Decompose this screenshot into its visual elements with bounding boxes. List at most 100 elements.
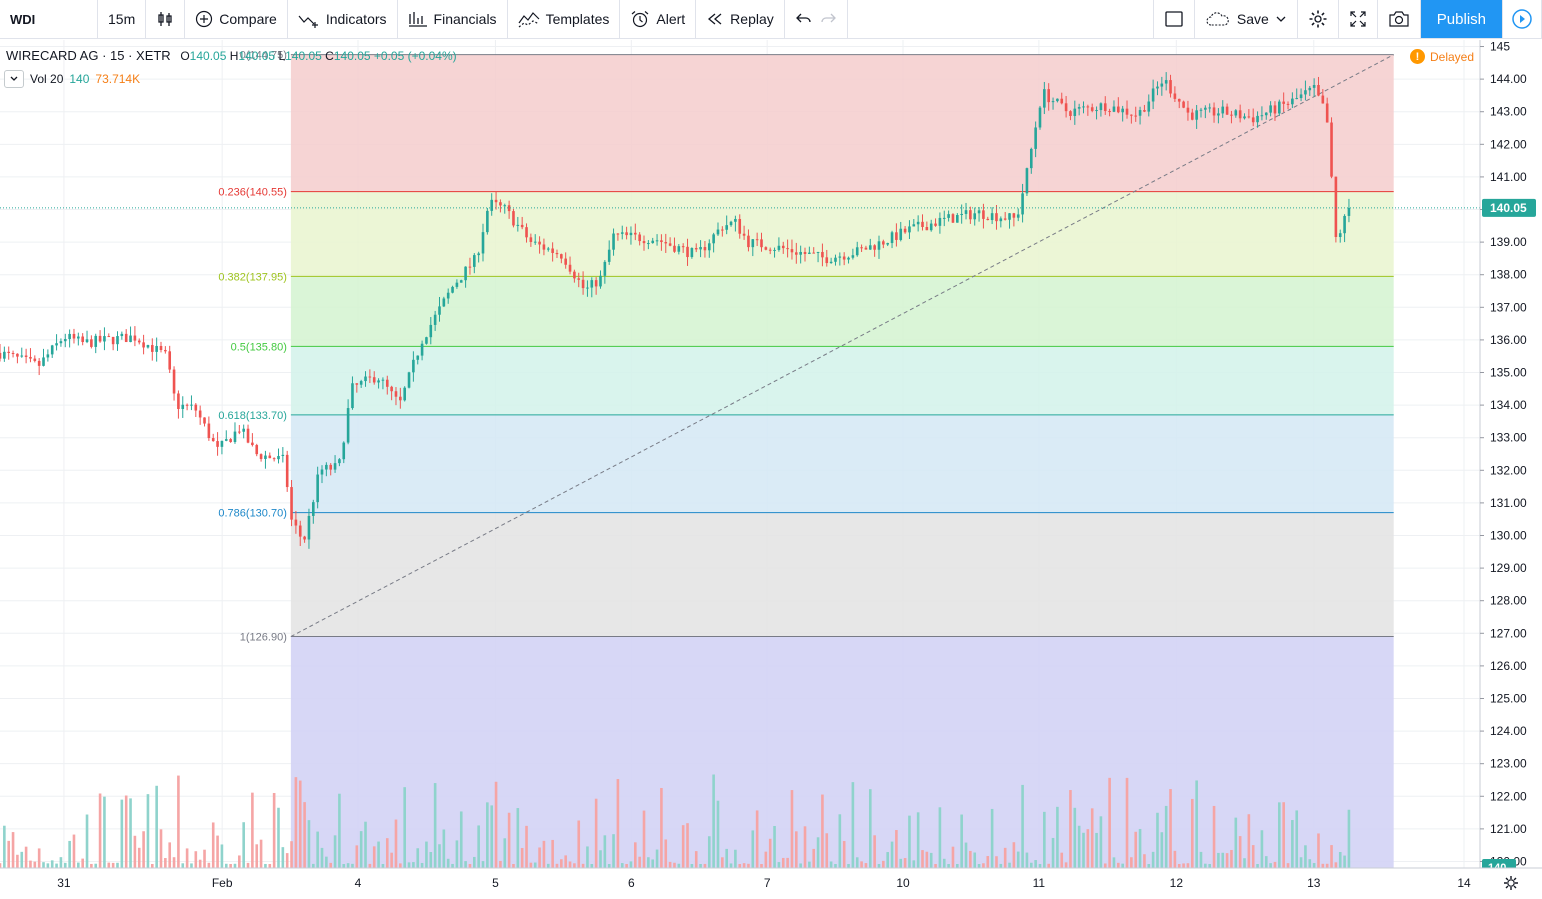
volume-bar — [725, 848, 728, 868]
candle-body — [346, 408, 350, 443]
candle-body — [1008, 213, 1011, 220]
volume-bar — [1234, 817, 1238, 868]
candle-body — [164, 349, 167, 352]
candle-body — [1034, 127, 1037, 149]
interval-button[interactable]: 15m — [98, 0, 147, 38]
volume-bar — [1278, 802, 1281, 868]
chevron-down-icon[interactable] — [1275, 13, 1287, 25]
candle-body — [338, 459, 341, 464]
volume-bar — [538, 847, 541, 868]
save-button[interactable]: Save — [1195, 0, 1298, 38]
candle-body — [908, 226, 911, 233]
snapshot-button[interactable] — [1378, 0, 1421, 38]
candle-body — [442, 298, 446, 307]
chart-area[interactable]: 0(144.75) 0.236(140.55) 0.382(137.95) 0.5(1… — [0, 39, 1542, 899]
candle-body — [799, 251, 802, 255]
candle-body — [129, 335, 132, 343]
candle-body — [364, 376, 367, 382]
templates-button[interactable]: Templates — [508, 0, 621, 38]
delayed-badge[interactable]: ! Delayed — [1410, 49, 1474, 64]
volume-bar — [33, 861, 37, 868]
volume-bar — [103, 796, 106, 868]
series-legend: WIRECARD AG · 15 · XETR O140.05 H140.05 … — [6, 48, 457, 63]
candle-body — [586, 287, 589, 289]
compare-button[interactable]: Compare — [185, 0, 288, 38]
volume-bar — [172, 857, 176, 868]
volume-bar — [1008, 862, 1011, 868]
volume-bar — [146, 794, 150, 868]
volume-bar — [773, 825, 776, 868]
chart-style-button[interactable] — [146, 0, 186, 38]
candle-body — [1308, 87, 1312, 91]
candle-body — [616, 233, 620, 235]
alert-button[interactable]: Alert — [620, 0, 697, 38]
volume-bar — [995, 856, 998, 868]
volume-bar — [255, 844, 259, 868]
candle-body — [977, 210, 981, 214]
volume-bar — [681, 825, 685, 868]
candle-body — [525, 227, 528, 238]
last-price-label: 140.05 — [1490, 201, 1527, 215]
volume-bar — [1117, 862, 1120, 868]
volume-bar — [603, 835, 607, 868]
volume-bar — [198, 859, 202, 868]
volume-bar — [629, 861, 633, 868]
candle-body — [472, 255, 476, 267]
play-button[interactable] — [1502, 0, 1542, 38]
candle-body — [1069, 111, 1072, 116]
candles-icon — [156, 10, 174, 28]
fullscreen-button[interactable] — [1339, 0, 1378, 38]
volume-bar — [616, 779, 620, 868]
redo-icon[interactable] — [819, 10, 837, 28]
candle-body — [11, 352, 15, 354]
candle-body — [816, 251, 820, 253]
undo-icon[interactable] — [795, 10, 813, 28]
time-tick-label: 4 — [355, 876, 362, 890]
symbol-search-button[interactable]: WDI — [0, 0, 98, 38]
candle-body — [1121, 108, 1124, 113]
price-chart[interactable]: 0(144.75) 0.236(140.55) 0.382(137.95) 0.5(1… — [0, 39, 1542, 899]
price-tick-label: 122.00 — [1490, 789, 1527, 803]
volume-bar — [647, 857, 650, 868]
volume-bar — [1273, 861, 1277, 868]
volume-bar — [812, 848, 816, 868]
price-tick-label: 137.00 — [1490, 300, 1527, 314]
candle-body — [198, 410, 202, 418]
volume-bar — [873, 835, 876, 868]
price-axis: 145144.00143.00142.00141.00140.00139.001… — [1479, 40, 1542, 898]
gear-icon[interactable] — [1504, 876, 1518, 890]
candle-body — [568, 264, 572, 272]
candle-body — [246, 428, 250, 443]
time-tick-label: 11 — [1033, 876, 1046, 890]
candle-body — [355, 383, 359, 385]
volume-bar — [294, 777, 298, 868]
price-tick-label: 130.00 — [1490, 528, 1527, 542]
volume-bar — [1325, 863, 1329, 868]
indicators-button[interactable]: Indicators — [288, 0, 398, 38]
time-tick-label: 13 — [1307, 876, 1321, 890]
volume-bar — [355, 845, 359, 868]
candle-body — [1012, 213, 1016, 218]
volume-bar — [464, 861, 467, 868]
financials-button[interactable]: Financials — [398, 0, 508, 38]
volume-bar — [977, 863, 981, 868]
candle-body — [760, 239, 763, 248]
volume-bar — [512, 863, 515, 868]
volume-bar — [1286, 863, 1290, 868]
publish-button[interactable]: Publish — [1420, 0, 1502, 38]
volume-bar — [459, 811, 463, 868]
collapse-legend-button[interactable] — [4, 70, 24, 88]
candle-body — [155, 345, 158, 352]
candle-body — [81, 336, 84, 343]
settings-button[interactable] — [1298, 0, 1339, 38]
volume-bar — [98, 793, 102, 868]
volume-bar — [899, 858, 903, 868]
volume-bar — [1069, 790, 1072, 868]
volume-bar — [116, 862, 119, 868]
layout-button[interactable] — [1152, 0, 1195, 38]
replay-button[interactable]: Replay — [696, 0, 785, 38]
candle-body — [716, 229, 720, 235]
volume-bar — [1056, 806, 1059, 868]
candle-body — [333, 463, 337, 470]
candle-body — [960, 213, 963, 216]
